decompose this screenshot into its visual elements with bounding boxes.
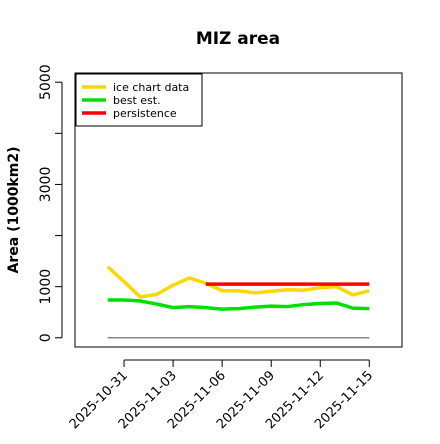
y-axis-label: Area (1000km2)	[6, 147, 22, 274]
legend-label: persistence	[113, 107, 177, 120]
legend-label: best est.	[113, 94, 161, 107]
legend-box	[75, 73, 203, 127]
plot-frame	[74, 72, 403, 348]
line-series	[107, 298, 370, 311]
y-tick-label: 0	[38, 333, 54, 342]
y-tick-label: 1000	[38, 269, 54, 305]
y-tick-label: 5000	[38, 64, 54, 100]
y-tick-label: 3000	[38, 167, 54, 203]
legend-label: ice chart data	[113, 81, 189, 94]
line-series	[106, 265, 370, 299]
chart-title: MIZ area	[196, 29, 280, 49]
